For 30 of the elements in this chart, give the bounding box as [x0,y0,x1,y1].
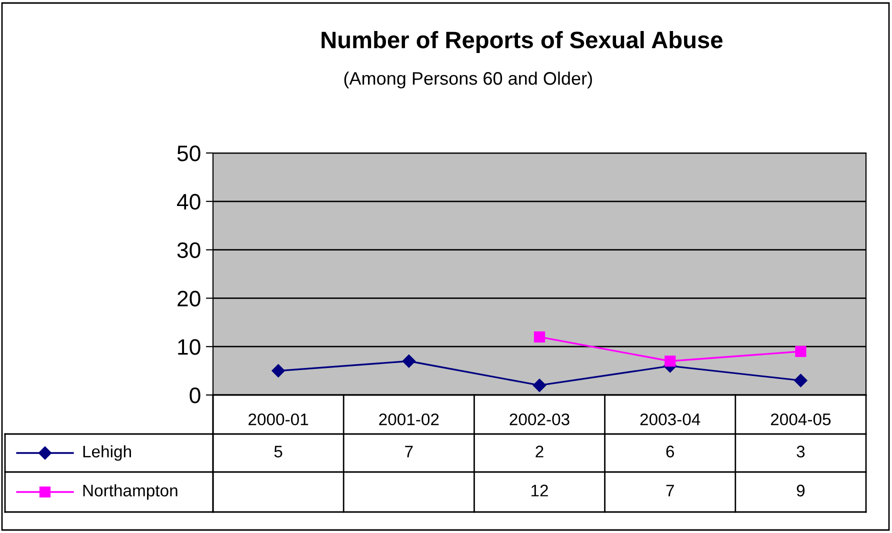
data-label: 7 [405,446,413,458]
y-tick-label: 20 [178,290,200,306]
y-tick-label: 40 [176,194,200,210]
legend-label: Northampton [83,484,178,500]
data-label: 3 [796,446,805,458]
data-label: 7 [666,484,674,496]
legend-label: Lehigh [83,445,131,461]
data-label: 5 [274,446,282,458]
x-tick-label: 2002-03 [510,413,570,426]
point [794,374,808,388]
point [664,356,676,367]
y-tick-label: 0 [190,388,200,404]
data-label: 6 [666,446,674,458]
y-tick-label: 10 [178,339,200,355]
y-tick-label: 50 [177,146,200,162]
x-tick-label: 2004-05 [770,413,831,426]
point [532,378,546,392]
point [402,354,416,368]
x-tick-label: 2003-04 [640,413,700,426]
data-label: 2 [536,446,544,458]
data-label: 12 [532,484,548,496]
x-tick-label: 2001-02 [379,413,439,426]
chart-title: Number of Reports of Sexual Abuse [322,30,722,54]
point [534,331,546,342]
point [795,346,806,357]
x-tick-label: 2000-01 [248,413,308,426]
chart-subtitle: (Among Persons 60 and Older) [344,72,592,88]
data-label: 9 [796,484,805,496]
point [272,364,285,378]
y-tick-label: 30 [177,242,200,258]
